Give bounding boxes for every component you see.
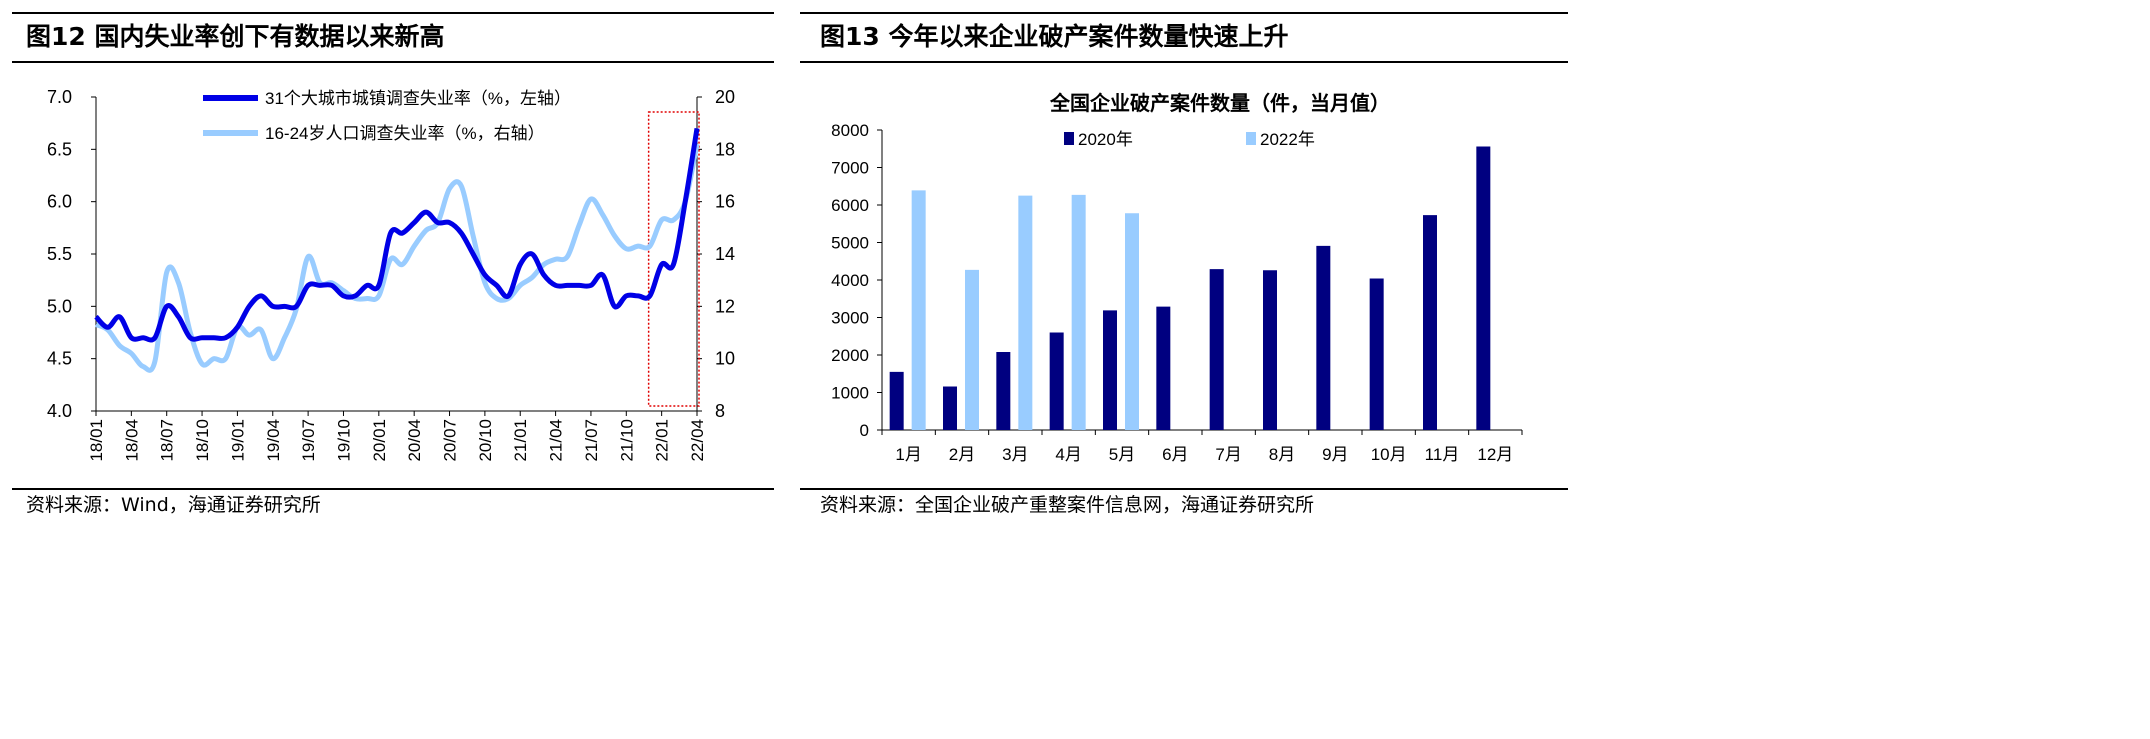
left-y-tick-label: 4.0 [47,401,72,421]
x-tick-label: 6月 [1162,445,1188,464]
bar-2020 [1263,270,1277,430]
y-tick-label: 5000 [831,234,869,253]
y-tick-label: 7000 [831,159,869,178]
x-tick-label: 22/01 [653,419,672,462]
y-tick-label: 8000 [831,121,869,140]
bar-2020 [996,352,1011,430]
title-rule [12,61,774,63]
left-y-tick-label: 4.5 [47,349,72,369]
legend-label: 2022年 [1260,130,1315,149]
x-tick-label: 9月 [1322,445,1348,464]
figure-source: 资料来源：Wind，海通证券研究所 [26,494,321,516]
bar-2020 [1476,146,1491,430]
right-y-tick-label: 8 [715,401,725,421]
x-tick-label: 2月 [949,445,975,464]
bar-2022 [911,190,926,430]
bar-2020 [1369,278,1384,430]
x-tick-label: 19/10 [334,419,353,462]
y-tick-label: 6000 [831,196,869,215]
legend-label: 16-24岁人口调查失业率（%，右轴） [265,124,545,143]
right-y-tick-label: 10 [715,349,735,369]
left-y-tick-label: 5.5 [47,244,72,264]
unemployment-line-chart: 4.0 4.5 5.0 5.5 6.0 6.5 7.0 8 10 12 14 16 18 20 18/01 1… [47,87,735,462]
left-figure-panel: 图12 国内失业率创下有数据以来新高 4.0 4.5 5.0 5.5 6.0 6.5 7.0… [0,0,780,533]
top-rule [12,12,774,14]
x-tick-label: 8月 [1269,445,1295,464]
y-tick-label: 1000 [831,384,869,403]
x-tick-label: 18/01 [87,419,106,462]
right-y-tick-label: 16 [715,192,735,212]
right-figure-panel: 图13 今年以来企业破产案件数量快速上升 全国企业破产案件数量（件，当月值） 0 1… [800,0,1568,533]
right-y-tick-label: 18 [715,139,735,159]
bankruptcy-bar-chart: 全国企业破产案件数量（件，当月值） 0 1000 2000 3000 4000 5000 60… [831,91,1523,464]
top-rule [800,12,1568,14]
x-tick-label: 20/10 [476,419,495,462]
x-tick-label: 20/07 [441,419,460,462]
chart-title: 全国企业破产案件数量（件，当月值） [1049,91,1390,115]
y-tick-label: 4000 [831,271,869,290]
x-tick-label: 21/10 [617,419,636,462]
bar-2022 [1125,213,1139,430]
bottom-rule [800,488,1568,490]
x-tick-label: 22/04 [688,419,707,462]
bar-2022 [965,269,979,430]
x-tick-label: 21/04 [547,419,566,462]
x-tick-label: 21/07 [582,419,601,462]
left-y-tick-label: 5.0 [47,296,72,316]
x-tick-label: 19/01 [228,419,247,462]
series-line-urban-unemployment [94,128,700,343]
x-tick-label: 18/10 [193,419,212,462]
figure-title: 图12 国内失业率创下有数据以来新高 [26,22,445,51]
bottom-rule [12,488,774,490]
x-tick-label: 5月 [1109,445,1135,464]
legend-swatch [1246,132,1256,145]
highlight-box [647,111,700,407]
y-tick-label: 2000 [831,346,869,365]
x-tick-label: 18/07 [158,419,177,462]
x-tick-label: 11月 [1425,445,1460,464]
x-tick-label: 12月 [1477,445,1513,464]
figure-title: 图13 今年以来企业破产案件数量快速上升 [820,22,1289,51]
series-line-youth-unemployment [94,143,700,373]
figure-source: 资料来源：全国企业破产重整案件信息网，海通证券研究所 [820,494,1315,516]
right-y-tick-label: 12 [715,296,735,316]
bar-2020 [1423,215,1437,430]
left-y-tick-label: 6.5 [47,139,72,159]
x-tick-label: 19/07 [299,419,318,462]
bar-2020 [1156,306,1171,430]
right-y-tick-label: 20 [715,87,735,107]
bar-2020 [943,386,957,430]
x-tick-label: 7月 [1215,445,1241,464]
right-y-tick-label: 14 [715,244,735,264]
title-rule [800,61,1568,63]
x-tick-label: 19/04 [264,419,283,462]
x-tick-label: 10月 [1371,445,1407,464]
y-tick-label: 0 [860,421,869,440]
y-tick-label: 3000 [831,309,869,328]
x-tick-label: 4月 [1055,445,1081,464]
x-tick-label: 1月 [895,445,921,464]
bar-2022 [1018,195,1033,430]
x-tick-label: 18/04 [122,419,141,462]
bar-2020 [1049,332,1064,430]
x-tick-label: 3月 [1002,445,1028,464]
x-tick-label: 21/01 [511,419,530,462]
bar-2020 [1209,269,1224,430]
left-y-tick-label: 6.0 [47,192,72,212]
bar-2020 [889,371,904,430]
x-tick-label: 20/01 [370,419,389,462]
legend-swatch [1064,132,1074,145]
left-y-tick-label: 7.0 [47,87,72,107]
bar-2022 [1071,194,1086,430]
bar-2020 [1316,245,1331,430]
bar-2020 [1103,310,1117,430]
x-tick-label: 20/04 [405,419,424,462]
legend-label: 31个大城市城镇调查失业率（%，左轴） [265,89,571,108]
legend-label: 2020年 [1078,130,1133,149]
